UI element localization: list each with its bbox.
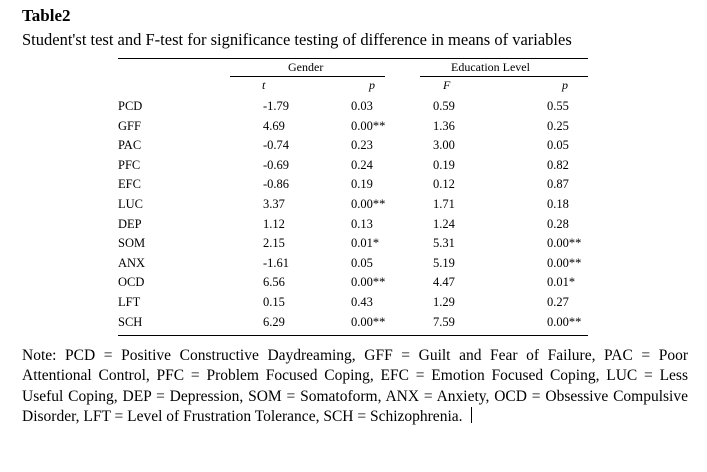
cell-education-f: 0.12	[433, 177, 455, 192]
cell-gender-p: 0.03	[351, 99, 373, 113]
table-number: Table2	[22, 6, 71, 25]
cell-variable: SCH	[118, 314, 143, 329]
cell-variable: OCD	[118, 275, 145, 290]
cell-education-f: 1.24	[433, 216, 455, 231]
cell-variable: DEP	[118, 216, 142, 231]
table-row: EFC -0.86 0.19 0.12 0.87	[0, 177, 707, 197]
cell-variable: PCD	[118, 99, 143, 113]
table-row: LFT 0.15 0.43 1.29 0.27	[0, 295, 707, 315]
cell-variable: PAC	[118, 138, 142, 153]
cell-education-p: 0.25	[547, 118, 569, 133]
cell-education-f: 1.36	[433, 118, 455, 133]
cell-education-p: 0.87	[547, 177, 569, 192]
table-row: PFC -0.69 0.24 0.19 0.82	[0, 158, 707, 178]
cell-education-p: 0.00**	[547, 314, 582, 329]
subheader-t: t	[262, 78, 266, 92]
cell-education-f: 5.19	[433, 255, 455, 270]
cell-education-f: 7.59	[433, 314, 455, 329]
table-row: PAC -0.74 0.23 3.00 0.05	[0, 138, 707, 158]
table-row: LUC 3.37 0.00** 1.71 0.18	[0, 197, 707, 217]
text-cursor	[470, 407, 473, 424]
group-header-education-level: Education Level	[451, 60, 530, 74]
cell-gender-p: 0.23	[351, 138, 373, 153]
subheader-f: F	[443, 78, 451, 92]
cell-gender-t: -0.86	[263, 177, 290, 192]
cell-variable: EFC	[118, 177, 141, 192]
subheader-p-education: p	[562, 78, 568, 92]
cell-gender-p: 0.00**	[351, 275, 386, 290]
subheader-p-gender: p	[369, 78, 375, 92]
cell-education-p: 0.27	[547, 294, 569, 309]
cell-gender-t: 6.29	[263, 314, 285, 329]
table-body: PCD -1.79 0.03 0.59 0.55 GFF 4.69 0.00** 1.36 0.2…	[0, 99, 707, 334]
cell-gender-t: -0.74	[263, 138, 290, 153]
cell-education-p: 0.00**	[547, 255, 582, 270]
cell-gender-t: -1.61	[263, 255, 290, 270]
table-row: ANX -1.61 0.05 5.19 0.00**	[0, 256, 707, 276]
table-top-rule	[118, 58, 588, 59]
table-note-text: Note: PCD = Positive Constructive Daydre…	[22, 347, 688, 426]
gender-header-rule	[230, 76, 385, 77]
cell-gender-p: 0.00**	[351, 118, 386, 133]
cell-variable: ANX	[118, 255, 146, 270]
cell-gender-p: 0.00**	[351, 196, 386, 211]
cell-gender-p: 0.19	[351, 177, 373, 192]
table-row: SCH 6.29 0.00** 7.59 0.00**	[0, 315, 707, 335]
cell-education-p: 0.82	[547, 157, 569, 172]
cell-education-f: 0.19	[433, 157, 455, 172]
table-row: GFF 4.69 0.00** 1.36 0.25	[0, 119, 707, 139]
cell-gender-t: -1.79	[263, 99, 290, 113]
cell-variable: GFF	[118, 118, 141, 133]
cell-gender-p: 0.43	[351, 294, 373, 309]
cell-education-p: 0.05	[547, 138, 569, 153]
cell-gender-p: 0.01*	[351, 236, 380, 251]
cell-gender-p: 0.24	[351, 157, 373, 172]
cell-gender-p: 0.13	[351, 216, 373, 231]
cell-gender-t: 2.15	[263, 236, 285, 251]
group-header-gender: Gender	[288, 60, 324, 74]
cell-education-p: 0.01*	[547, 275, 576, 290]
cell-education-f: 1.29	[433, 294, 455, 309]
cell-education-p: 0.55	[547, 99, 569, 113]
table-row: PCD -1.79 0.03 0.59 0.55	[0, 99, 707, 119]
cell-gender-p: 0.00**	[351, 314, 386, 329]
cell-education-f: 0.59	[433, 99, 455, 113]
cell-education-f: 5.31	[433, 236, 455, 251]
cell-variable: LFT	[118, 294, 141, 309]
cell-education-p: 0.18	[547, 196, 569, 211]
cell-education-p: 0.28	[547, 216, 569, 231]
cell-gender-t: 4.69	[263, 118, 285, 133]
cell-education-f: 1.71	[433, 196, 455, 211]
cell-gender-t: 0.15	[263, 294, 285, 309]
table-row: OCD 6.56 0.00** 4.47 0.01*	[0, 275, 707, 295]
cell-variable: PFC	[118, 157, 141, 172]
education-header-rule	[420, 76, 588, 77]
cell-education-p: 0.00**	[547, 236, 582, 251]
cell-variable: LUC	[118, 196, 143, 211]
cell-gender-t: 1.12	[263, 216, 285, 231]
table-row: SOM 2.15 0.01* 5.31 0.00**	[0, 236, 707, 256]
cell-gender-t: 3.37	[263, 196, 285, 211]
cell-education-f: 3.00	[433, 138, 455, 153]
cell-education-f: 4.47	[433, 275, 455, 290]
cell-variable: SOM	[118, 236, 146, 251]
table-bottom-rule	[118, 335, 588, 336]
cell-gender-t: -0.69	[263, 157, 290, 172]
table-note: Note: PCD = Positive Constructive Daydre…	[22, 346, 688, 428]
table-caption: Student'st test and F-test for significa…	[22, 30, 572, 49]
cell-gender-p: 0.05	[351, 255, 373, 270]
cell-gender-t: 6.56	[263, 275, 285, 290]
table-row: DEP 1.12 0.13 1.24 0.28	[0, 217, 707, 237]
